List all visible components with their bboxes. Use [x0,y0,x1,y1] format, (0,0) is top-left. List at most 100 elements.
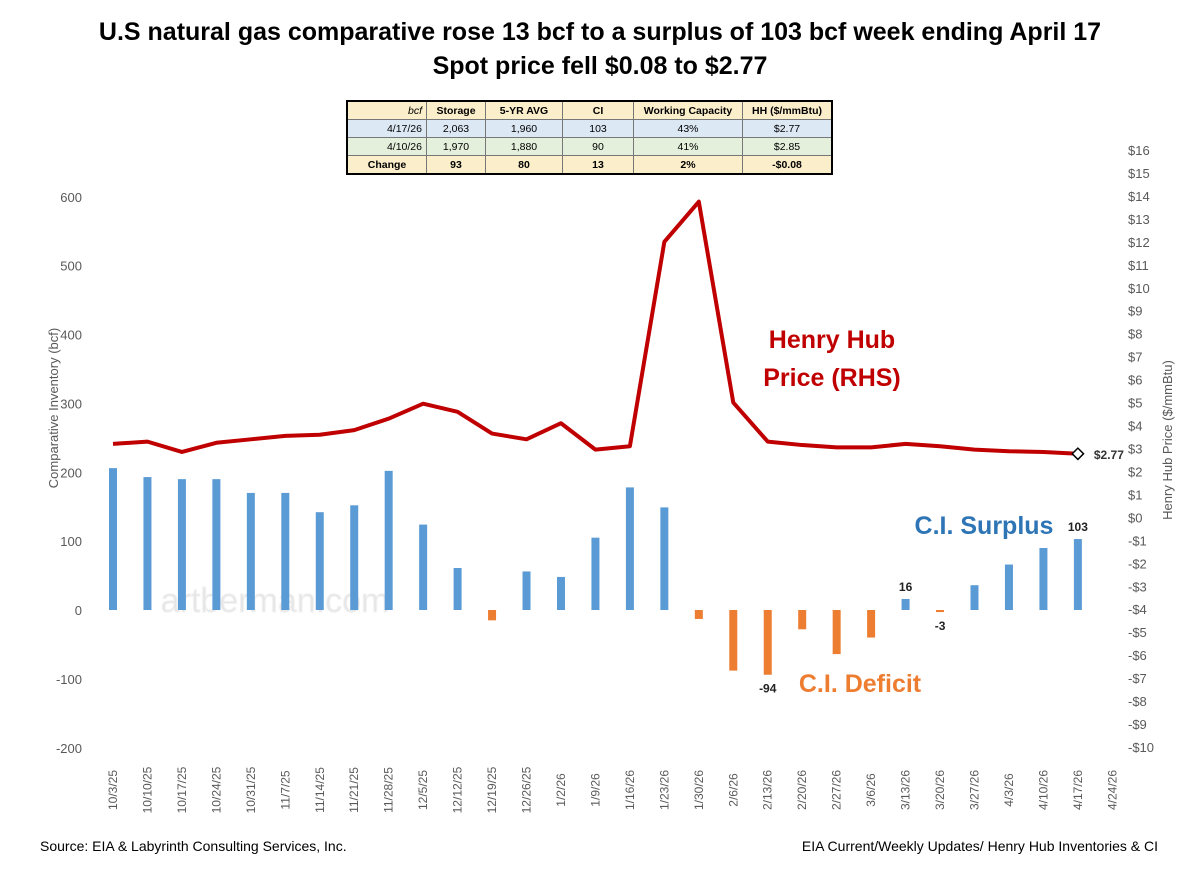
deficit-bar [488,610,497,621]
y2-tick-label: -$4 [1128,602,1147,617]
y2-tick-label: $14 [1128,189,1150,204]
credit-footer: EIA Current/Weekly Updates/ Henry Hub In… [801,838,1158,854]
y2-tick-label: $9 [1128,304,1142,319]
x-tick-label: 1/30/26 [692,770,706,810]
table-cell: 2,063 [426,119,486,138]
table-cell: -$0.08 [742,155,833,175]
surplus-bar [384,470,393,610]
y2-tick-label: $15 [1128,166,1150,181]
table-cell: $2.85 [742,137,833,156]
price-end-marker [1071,447,1085,461]
y2-tick-label: -$5 [1128,625,1147,640]
y2-tick-label: -$10 [1128,740,1154,755]
x-tick-label: 3/27/26 [968,770,982,810]
price-annotation-line1: Henry Hub [769,326,895,354]
y-tick-label: 200 [60,465,82,480]
header-cell: 5-YR AVG [485,100,563,120]
deficit-bar [936,610,945,613]
surplus-bar [1004,564,1013,610]
x-tick-label: 1/23/26 [657,770,671,810]
surplus-annotation: C.I. Surplus [915,512,1054,540]
header-cell: bcf [346,100,427,120]
x-tick-label: 12/12/25 [451,766,465,813]
bar-data-label: -94 [759,682,777,696]
y2-tick-label: $16 [1128,143,1150,158]
x-tick-label: 4/3/26 [1002,773,1016,807]
y2-tick-label: -$2 [1128,556,1147,571]
x-tick-label: 11/21/25 [347,767,361,813]
surplus-bar [212,479,221,610]
x-tick-label: 10/17/25 [175,766,189,813]
y2-tick-label: $0 [1128,510,1142,525]
header-cell: HH ($/mmBtu) [742,100,833,120]
y2-tick-label: -$7 [1128,671,1147,686]
y-tick-label: -100 [56,672,82,687]
x-tick-label: 2/13/26 [761,770,775,810]
header-cell: CI [562,100,634,120]
x-tick-label: 12/19/25 [485,766,499,813]
y2-tick-label: -$9 [1128,717,1147,732]
table-cell: $2.77 [742,119,833,138]
surplus-bar [453,567,462,610]
x-tick-label: 3/13/26 [899,770,913,810]
bar-data-label: -3 [935,619,946,633]
chart-subtitle: Spot price fell $0.08 to $2.77 [432,52,768,80]
price-data-label: $2.77 [1094,448,1124,462]
x-tick-label: 4/17/26 [1071,770,1085,810]
y2-tick-label: -$6 [1128,648,1147,663]
surplus-bar [419,524,428,610]
surplus-bar [1039,548,1048,610]
table-cell: 13 [562,155,634,175]
header-cell: Storage [426,100,486,120]
y2-tick-label: $11 [1128,258,1149,273]
deficit-bar [694,610,703,619]
y2-tick-label: $6 [1128,373,1142,388]
deficit-annotation: C.I. Deficit [799,670,922,698]
deficit-bar [763,610,772,675]
chart-title: U.S natural gas comparative rose 13 bcf … [98,18,1102,46]
y2-tick-label: $4 [1128,419,1142,434]
bar-data-label: 16 [899,580,913,594]
y-tick-label: 300 [60,396,82,411]
y-tick-label: 0 [75,603,82,618]
price-annotation-line2: Price (RHS) [763,364,901,392]
surplus-bar [522,571,531,610]
x-tick-label: 12/5/25 [416,770,430,810]
surplus-bar [556,576,565,610]
x-tick-label: 4/10/26 [1036,770,1050,810]
y2-tick-label: $3 [1128,442,1142,457]
surplus-bar [143,477,152,610]
y-tick-label: 400 [60,328,82,343]
x-tick-label: 2/20/26 [795,770,809,810]
y2-tick-label: -$3 [1128,579,1147,594]
x-tick-label: 11/28/25 [382,767,396,813]
table-header-row: bcf Storage 5-YR AVG CI Working Capacity… [346,100,833,120]
table-row: 4/10/26 1,970 1,880 90 41% $2.85 [346,137,833,156]
table-row: Change 93 80 13 2% -$0.08 [346,155,833,175]
surplus-bar [591,537,600,610]
table-cell: 80 [485,155,563,175]
surplus-bar [970,585,979,610]
deficit-bar [867,610,876,638]
y2-tick-label: $7 [1128,350,1142,365]
x-tick-label: 1/16/26 [623,770,637,810]
x-tick-label: 10/24/25 [209,766,223,813]
y2-tick-label: $10 [1128,281,1150,296]
table-cell: 1,960 [485,119,563,138]
x-tick-label: 1/2/26 [554,773,568,807]
y2-tick-label: $12 [1128,235,1150,250]
y-tick-label: 600 [60,190,82,205]
table-cell: 41% [633,137,743,156]
deficit-bar [798,610,807,630]
x-tick-label: 12/26/25 [520,766,534,813]
y2-tick-label: -$1 [1128,533,1147,548]
x-tick-label: 10/3/25 [106,770,120,810]
x-tick-label: 1/9/26 [588,773,602,807]
surplus-bar [281,492,290,610]
y-tick-label: -200 [56,741,82,756]
x-tick-label: 3/6/26 [864,773,878,807]
table-cell: 1,880 [485,137,563,156]
surplus-bar [315,512,324,610]
y2-tick-label: $5 [1128,396,1142,411]
y2-axis-label: Henry Hub Price ($/mmBtu) [1160,360,1175,520]
